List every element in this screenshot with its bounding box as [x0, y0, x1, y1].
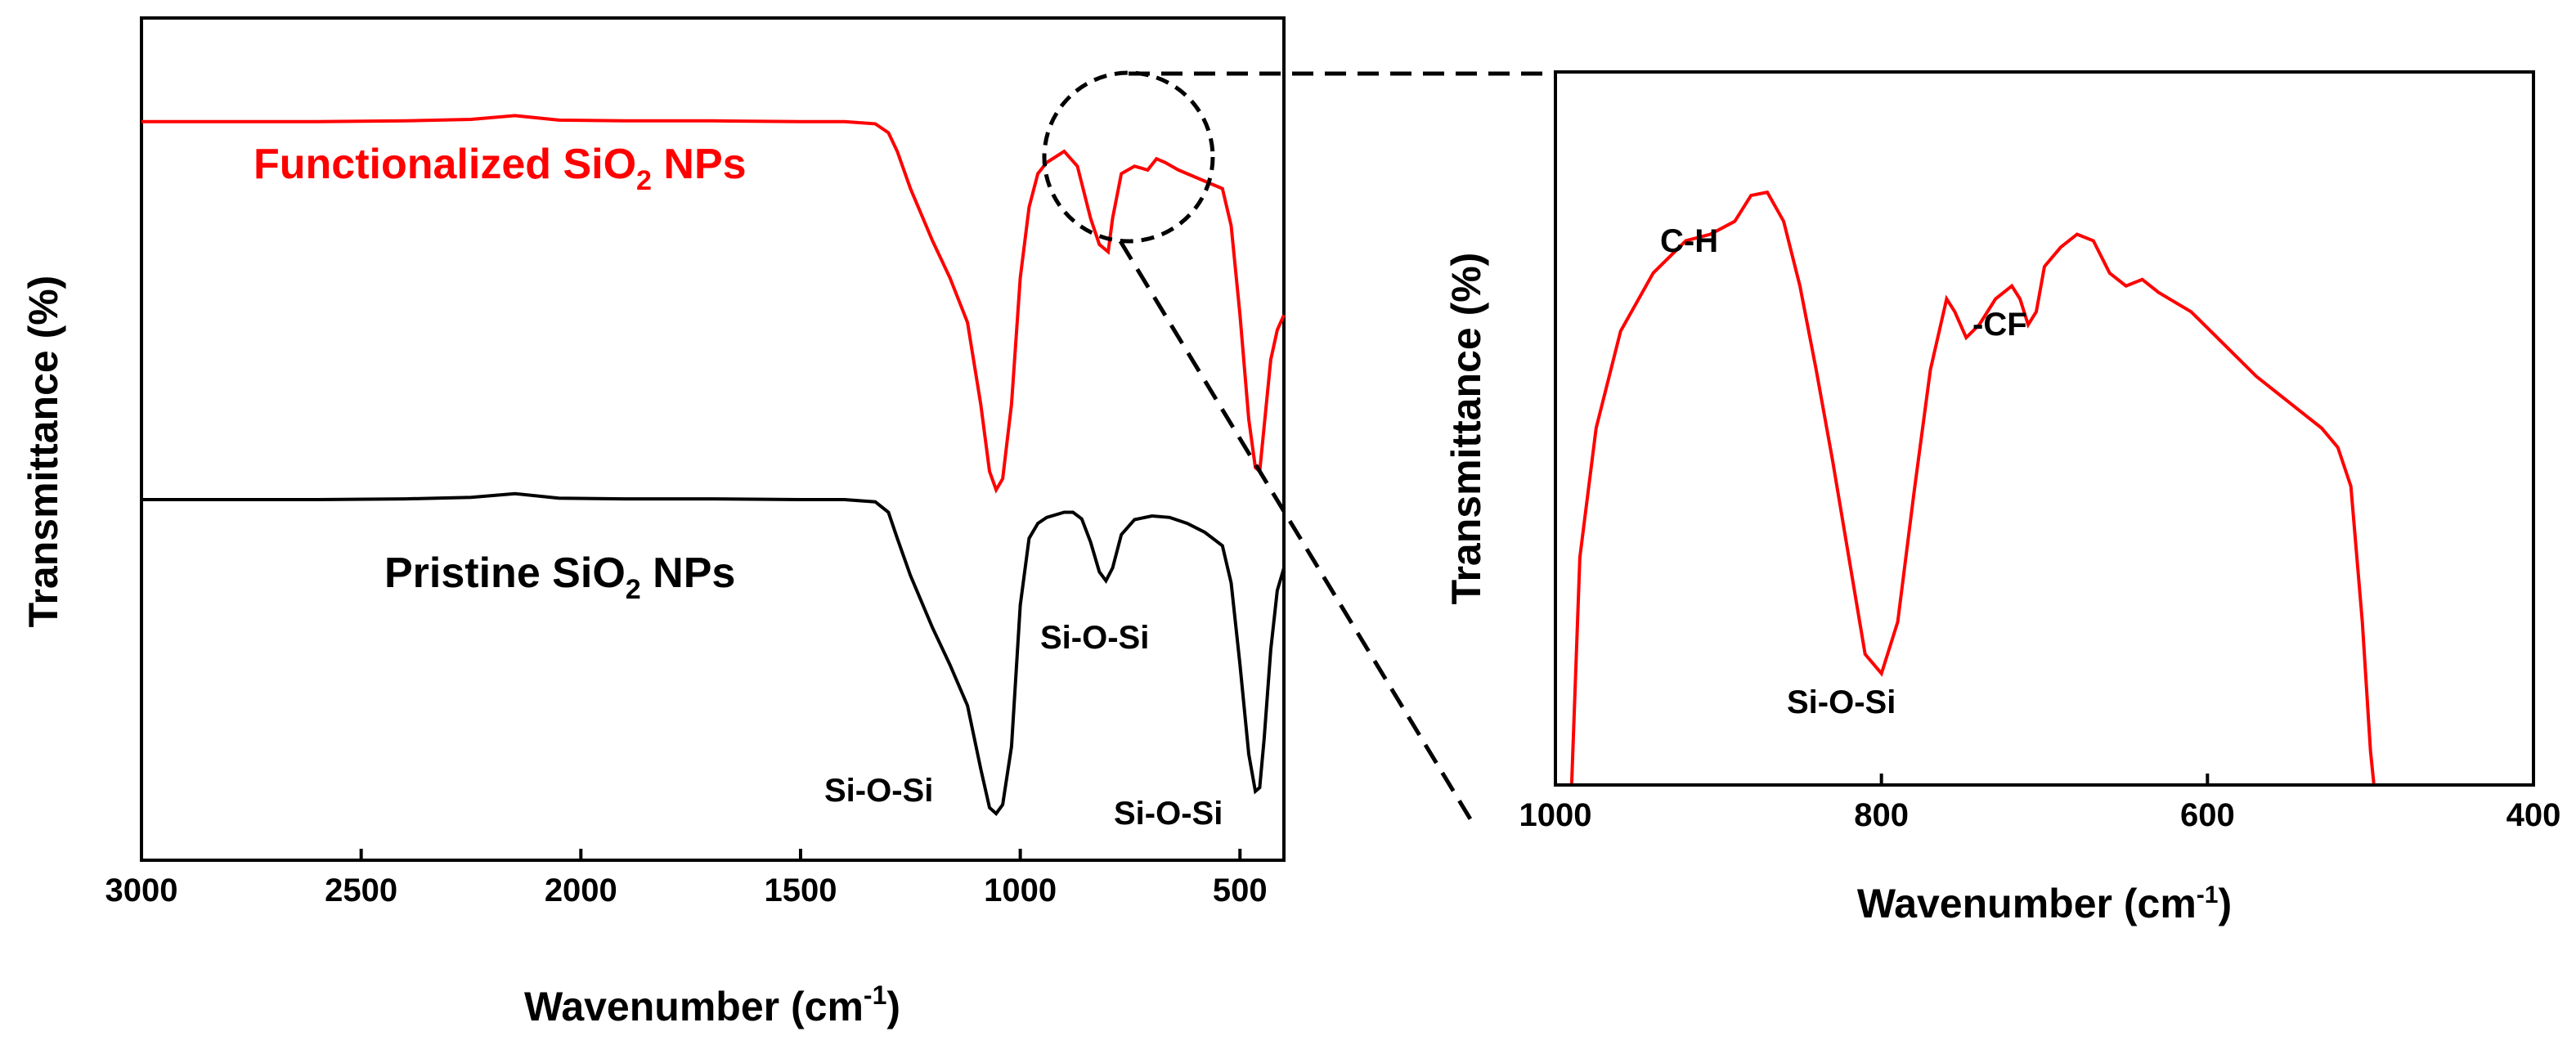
- main-x-tick-label-1000: 1000: [984, 872, 1057, 908]
- main-x-ticks: 3000 2500 2000 1500 1000 500: [105, 849, 1268, 908]
- main-y-axis-title: Transmittance (%): [20, 276, 66, 628]
- zoom-connector-bottom: [1118, 240, 1474, 823]
- zoom-spectrum-panel: 1000 800 600 400 C-H Si-O-Si -CF Transmitta…: [1443, 70, 2561, 926]
- main-x-tick-label-2000: 2000: [545, 872, 617, 908]
- zoom-y-axis-title: Transmittance (%): [1443, 253, 1489, 605]
- zoom-plot-frame: [1554, 70, 2535, 787]
- main-x-tick-label-3000: 3000: [105, 872, 178, 908]
- zoom-annotation-c-h: C-H: [1660, 223, 1718, 259]
- main-plot-frame: [140, 16, 1286, 862]
- zoom-x-ticks: 1000 800 600 400: [1519, 774, 2561, 833]
- main-spectrum-panel: 3000 2500 2000 1500 1000 500 Functionalized S…: [20, 16, 1286, 1029]
- pristine-spectrum-line: [141, 491, 1286, 816]
- zoom-functionalized-spectrum-line: [1569, 190, 2376, 784]
- main-x-tick-label-2500: 2500: [325, 872, 397, 908]
- functionalized-series-label: Functionalized SiO2 NPs: [254, 141, 747, 196]
- zoom-annotation-si-o-si: Si-O-Si: [1787, 684, 1896, 720]
- zoom-x-tick-label-600: 600: [2180, 797, 2235, 833]
- main-x-axis-title: Wavenumber (cm-1): [524, 980, 900, 1029]
- zoom-annotation-cf: -CF: [1972, 307, 2027, 343]
- main-annotation-si-o-si-800: Si-O-Si: [1040, 620, 1149, 656]
- zoom-x-tick-label-400: 400: [2506, 797, 2561, 833]
- main-x-tick-label-1500: 1500: [764, 872, 837, 908]
- zoom-x-tick-label-800: 800: [1854, 797, 1909, 833]
- main-annotation-si-o-si-1050: Si-O-Si: [824, 773, 933, 809]
- zoom-region-circle: [1042, 70, 1215, 244]
- main-annotation-si-o-si-460: Si-O-Si: [1114, 796, 1223, 832]
- zoom-x-axis-title: Wavenumber (cm-1): [1857, 881, 2232, 926]
- pristine-series-label: Pristine SiO2 NPs: [384, 549, 735, 605]
- zoom-x-tick-label-1000: 1000: [1519, 797, 1592, 833]
- functionalized-spectrum-line: [141, 114, 1286, 494]
- main-x-tick-label-500: 500: [1213, 872, 1268, 908]
